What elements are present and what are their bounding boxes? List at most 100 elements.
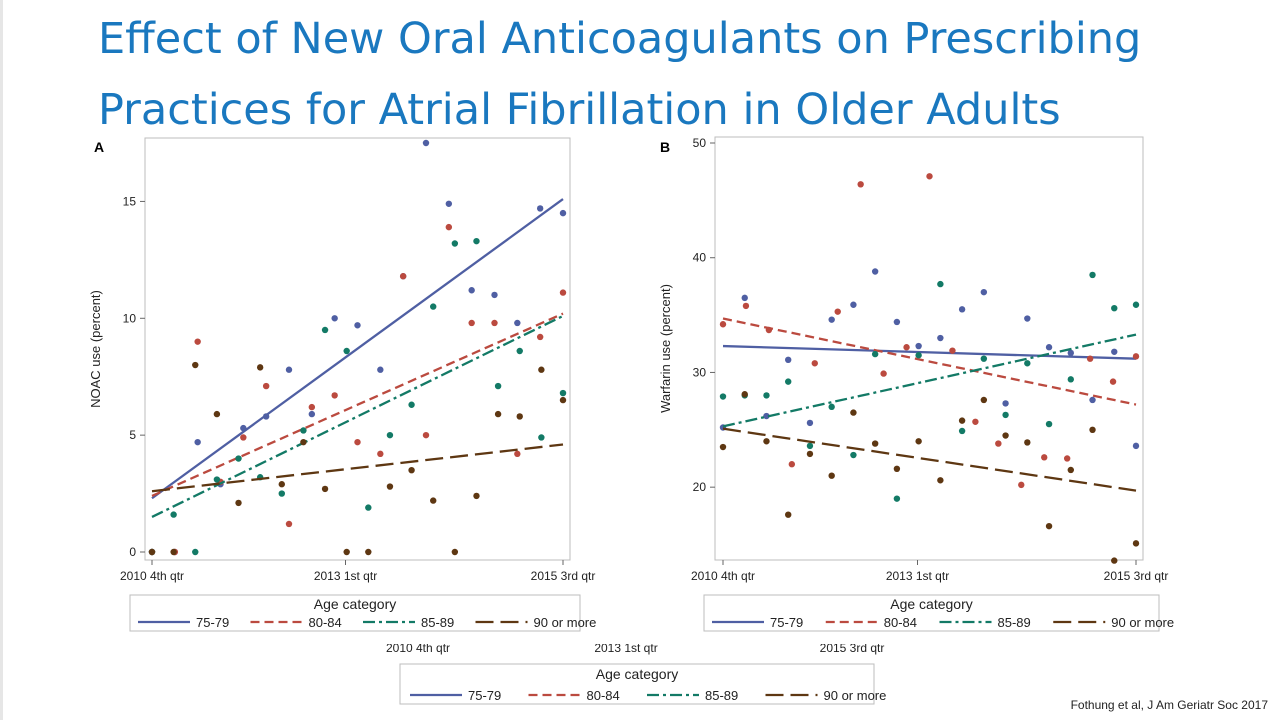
x-tick-label: 2013 1st qtr xyxy=(314,569,377,583)
data-point-85-89 xyxy=(980,355,988,362)
data-point-85-89 xyxy=(494,382,502,390)
data-point-80-84 xyxy=(240,434,247,441)
data-point-85-89 xyxy=(958,427,966,435)
data-point-85-89 xyxy=(1111,305,1118,312)
data-point-85-89 xyxy=(235,455,242,462)
data-point-80-84 xyxy=(422,431,430,439)
legend-title: Age category xyxy=(596,666,679,682)
data-point-85-89 xyxy=(365,504,372,511)
trend-line-80-84 xyxy=(151,312,564,497)
legend-label-90-or-more: 90 or more xyxy=(534,615,597,630)
data-point-80-84 xyxy=(811,360,818,367)
y-axis-label: NOAC use (percent) xyxy=(88,290,103,408)
data-point-75-79 xyxy=(958,306,966,313)
legend-label-80-84: 80-84 xyxy=(309,615,342,630)
y-tick-label: 30 xyxy=(693,365,707,379)
data-point-85-89 xyxy=(763,392,770,399)
ghost-tick-label: 2010 4th qtr xyxy=(386,641,450,655)
data-point-90-or-more xyxy=(321,485,329,493)
legend-label-85-89: 85-89 xyxy=(998,615,1031,630)
data-point-75-79 xyxy=(1067,349,1074,357)
data-point-85-89 xyxy=(871,350,879,358)
data-point-80-84 xyxy=(1086,355,1094,362)
x-tick-label: 2010 4th qtr xyxy=(120,569,184,583)
legend-label-90-or-more: 90 or more xyxy=(824,688,887,703)
data-point-80-84 xyxy=(194,338,201,345)
data-point-90-or-more xyxy=(937,477,944,484)
data-point-85-89 xyxy=(1024,360,1031,367)
data-point-80-84 xyxy=(331,392,338,399)
legend-label-85-89: 85-89 xyxy=(421,615,454,630)
data-point-85-89 xyxy=(1002,411,1009,419)
data-point-75-79 xyxy=(445,200,453,207)
legend-title: Age category xyxy=(314,596,397,612)
data-point-75-79 xyxy=(915,342,922,350)
data-point-90-or-more xyxy=(494,410,502,418)
data-point-75-79 xyxy=(937,334,944,342)
data-point-90-or-more xyxy=(1089,426,1096,434)
data-point-90-or-more xyxy=(278,481,285,488)
data-point-75-79 xyxy=(514,319,521,327)
y-tick-label: 50 xyxy=(693,136,707,150)
data-point-80-84 xyxy=(926,173,933,180)
data-point-85-89 xyxy=(408,401,415,408)
data-point-90-or-more xyxy=(1024,439,1031,446)
data-point-85-89 xyxy=(473,237,480,245)
data-point-90-or-more xyxy=(806,450,814,458)
data-point-90-or-more xyxy=(408,467,415,474)
data-point-80-84 xyxy=(834,308,841,315)
data-point-80-84 xyxy=(262,382,270,390)
data-point-80-84 xyxy=(445,223,453,231)
data-point-75-79 xyxy=(1045,344,1053,351)
data-point-75-79 xyxy=(1089,396,1096,404)
data-point-90-or-more xyxy=(915,438,922,445)
data-point-85-89 xyxy=(937,280,944,288)
data-point-90-or-more xyxy=(235,499,242,507)
data-point-90-or-more xyxy=(430,497,437,504)
legend-label-90-or-more: 90 or more xyxy=(1111,615,1174,630)
data-point-85-89 xyxy=(321,326,329,334)
data-point-90-or-more xyxy=(473,492,480,500)
data-point-85-89 xyxy=(1132,301,1140,308)
trend-line-90-or-more xyxy=(722,427,1137,492)
data-point-85-89 xyxy=(915,352,922,359)
data-point-85-89 xyxy=(430,303,437,310)
data-point-80-84 xyxy=(788,461,796,468)
data-point-85-89 xyxy=(516,347,523,355)
data-point-90-or-more xyxy=(559,396,567,404)
data-point-85-89 xyxy=(1045,420,1053,428)
data-point-85-89 xyxy=(278,490,285,497)
data-point-80-84 xyxy=(536,333,544,341)
data-point-90-or-more xyxy=(256,364,264,371)
data-point-75-79 xyxy=(240,424,247,432)
panel-letter: B xyxy=(660,139,670,155)
trend-line-85-89 xyxy=(722,333,1137,428)
data-point-85-89 xyxy=(806,442,814,450)
data-point-80-84 xyxy=(468,319,475,327)
data-point-85-89 xyxy=(1089,271,1096,279)
legend-label-75-79: 75-79 xyxy=(770,615,803,630)
data-point-85-89 xyxy=(343,347,350,355)
data-point-75-79 xyxy=(331,315,338,322)
data-point-75-79 xyxy=(741,294,748,302)
data-point-75-79 xyxy=(806,419,814,427)
data-point-75-79 xyxy=(893,318,901,326)
legend-box xyxy=(129,594,581,632)
legend: Age category 75-79 80-84 85-89 90 or more xyxy=(703,594,1174,632)
data-point-80-84 xyxy=(949,347,956,354)
data-point-85-89 xyxy=(386,431,394,439)
y-tick-label: 10 xyxy=(123,311,137,325)
trend-line-80-84 xyxy=(722,317,1137,406)
data-point-85-89 xyxy=(538,434,545,441)
chart-panel-b: B 20 30 40 50 Warfarin use (percent) 2010 4th … xyxy=(658,136,1174,632)
legend-box xyxy=(399,663,875,705)
data-point-75-79 xyxy=(536,205,544,212)
x-tick-label: 2010 4th qtr xyxy=(691,569,755,583)
slide-title: Effect of New Oral Anticoagulants on Pre… xyxy=(98,14,1142,135)
y-tick-label: 20 xyxy=(693,480,707,494)
chart-panel-a: A 0 5 10 15 NOAC use (percent) 2010 4th qtr 201… xyxy=(88,137,597,632)
data-point-75-79 xyxy=(1002,400,1009,407)
data-point-90-or-more xyxy=(980,396,988,404)
data-point-75-79 xyxy=(377,366,384,373)
x-tick-label: 2015 3rd qtr xyxy=(1104,569,1169,583)
